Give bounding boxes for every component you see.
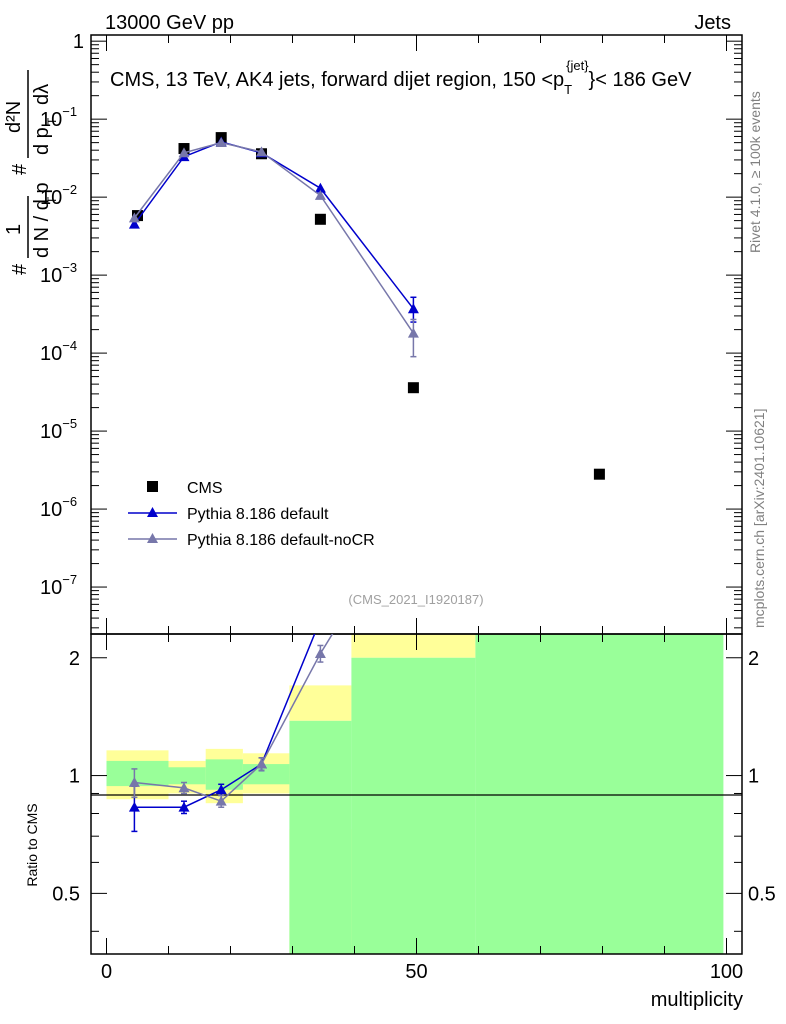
ratio-point-triangle	[128, 777, 140, 787]
main-point-triangle	[215, 137, 227, 148]
yellow-band-5	[289, 685, 352, 721]
ratio-line-1	[134, 634, 334, 803]
header-right: Jets	[694, 12, 731, 34]
main-point-triangle	[407, 327, 419, 338]
ratio-line-0	[134, 634, 316, 808]
ratio-point-triangle	[314, 648, 326, 658]
main-y-tick-label: 10−6	[40, 494, 77, 521]
main-point-triangle	[128, 212, 140, 223]
ratio-y-tick-label: 0.5	[52, 883, 80, 905]
main-point-triangle	[314, 189, 326, 200]
main-point-triangle	[407, 303, 419, 314]
x-axis: 0 50 100	[101, 35, 743, 983]
ratio-point-triangle	[215, 784, 227, 795]
ylabel-hash-1: #	[9, 263, 31, 275]
legend-marker-cms	[147, 481, 158, 492]
ylabel-dp: d p	[31, 127, 53, 155]
rivet-version-label: Rivet 4.1.0, ≥ 100k events	[747, 91, 763, 253]
main-point-triangle	[128, 218, 140, 229]
ylabel-hash-2: #	[9, 163, 31, 175]
ylabel-dp-T: T	[45, 117, 59, 125]
x-tick-label: 50	[405, 961, 427, 983]
main-y-tick-label: 1	[73, 31, 84, 53]
main-y-tick-label: 10−1	[40, 104, 77, 131]
green-band-4	[289, 720, 352, 954]
analysis-watermark: (CMS_2021_I1920187)	[348, 592, 483, 607]
legend-marker-default	[147, 507, 158, 517]
legend-label-cms: CMS	[187, 480, 223, 497]
yellow-band-6	[351, 634, 476, 658]
main-line-1	[133, 141, 414, 310]
ylabel-dN: d N / d p	[31, 182, 53, 258]
ylabel-d2N: d²N	[3, 101, 25, 133]
main-y-axis: 1 10−1 10−2 10−3 10−4 10−5 10−6 10−7	[40, 31, 742, 629]
chart-title-main: CMS, 13 TeV, AK4 jets, forward dijet reg…	[110, 69, 564, 91]
main-point-square	[314, 213, 326, 225]
legend: CMS Pythia 8.186 default Pythia 8.186 de…	[128, 480, 375, 549]
chart-title-sub: T	[564, 82, 572, 97]
x-axis-label: multiplicity	[651, 989, 743, 1011]
main-y-tick-label: 10−5	[40, 416, 77, 443]
ratio-series-group	[128, 634, 334, 833]
main-y-tick-label: 10−7	[40, 572, 77, 599]
ratio-point-triangle	[178, 782, 190, 793]
main-y-tick-label: 10−2	[40, 182, 77, 209]
main-point-triangle	[178, 147, 190, 158]
main-point-square	[132, 210, 143, 222]
ylabel-one: 1	[3, 224, 25, 235]
ratio-y-tick-label-right: 1	[748, 766, 759, 788]
main-point-square	[407, 382, 419, 394]
x-tick-label: 100	[710, 961, 743, 983]
ylabel-dN-T: T	[45, 196, 59, 204]
legend-label-nocr: Pythia 8.186 default-noCR	[187, 532, 375, 549]
chart-title: CMS, 13 TeV, AK4 jets, forward dijet reg…	[110, 58, 692, 97]
chart-title-tail: }< 186 GeV	[589, 69, 693, 91]
ratio-point-triangle	[178, 801, 190, 812]
green-band-5	[351, 657, 476, 954]
main-y-tick-label: 10−3	[40, 260, 77, 287]
ratio-y-tick-label: 2	[69, 648, 80, 670]
main-line-2	[133, 141, 415, 334]
legend-label-default: Pythia 8.186 default	[187, 506, 329, 523]
chart-title-sup: {jet}	[566, 58, 589, 73]
header-left: 13000 GeV pp	[105, 12, 234, 34]
ratio-uncertainty-bands	[106, 634, 724, 954]
ylabel-dlambda: dλ	[31, 84, 53, 105]
ratio-y-tick-label-right: 0.5	[748, 883, 776, 905]
ratio-point-triangle	[215, 795, 227, 806]
ratio-y-tick-label-right: 2	[748, 648, 759, 670]
green-band-1	[168, 767, 206, 785]
ratio-y-tick-label: 1	[69, 766, 80, 788]
green-band-0	[106, 760, 169, 787]
ratio-y-axis-label: Ratio to CMS	[24, 803, 40, 886]
main-series-group	[128, 132, 605, 480]
ratio-y-axis: 0.5 0.5 1 1 2 2	[52, 648, 776, 932]
main-point-triangle	[314, 182, 326, 193]
legend-marker-nocr	[147, 533, 158, 543]
mcplots-label: mcplots.cern.ch [arXiv:2401.10621]	[751, 409, 767, 628]
ratio-point-triangle	[256, 758, 267, 769]
x-tick-label: 0	[101, 961, 112, 983]
main-y-axis-label: # 1 d N / d p T # d²N d p T dλ	[3, 70, 59, 275]
main-point-square	[593, 468, 605, 480]
ratio-point-triangle	[128, 801, 140, 812]
green-band-2	[205, 759, 243, 790]
main-y-tick-label: 10−4	[40, 338, 77, 365]
main-point-triangle	[256, 146, 267, 157]
green-band-6	[475, 634, 724, 954]
